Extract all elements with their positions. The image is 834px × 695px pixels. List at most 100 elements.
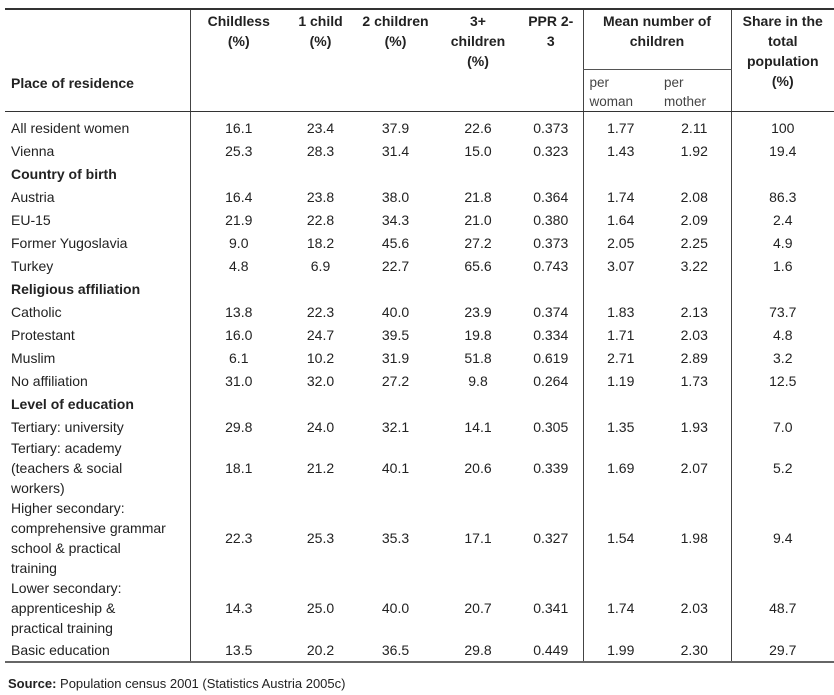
cell-childless: 22.3 [189,498,287,578]
cell-per-mother: 2.25 [680,234,708,251]
cell-per-mother: 2.89 [680,349,708,366]
empty-cell [437,277,519,300]
cell-two-children: 37.9 [381,119,410,136]
cell-share: 3.2 [730,346,834,369]
cell-per-mother: 1.92 [680,142,708,159]
row-label: Lower secondary: apprenticeship & practi… [11,580,122,636]
row-label: Higher secondary: comprehensive grammar … [11,500,166,576]
cell-share: 48.7 [730,578,834,638]
empty-cell [658,392,731,415]
header-childless: Childless (%) [189,9,287,112]
cell-per-mother: 1.93 [680,418,708,435]
empty-cell [658,277,731,300]
cell-share: 9.4 [730,498,834,578]
cell-per-woman: 1.64 [582,208,658,231]
empty-cell [437,392,519,415]
cell-two-children: 32.1 [381,418,410,435]
fertility-table: Place of residence Childless (%) 1 child… [5,8,834,663]
fertility-table-container: Place of residence Childless (%) 1 child… [5,0,834,663]
empty-cell [658,162,731,185]
cell-share: 5.2 [730,438,834,498]
cell-three-plus: 21.0 [464,211,492,228]
cell-ppr: 0.305 [533,418,569,435]
table-row: Catholic 13.8 22.3 40.0 23.9 0.374 1.83 2.13 73.… [5,300,834,323]
cell-share: 100 [730,111,834,139]
row-label: Austria [11,188,55,205]
table-row: Muslim 6.1 10.2 31.9 51.8 0.619 2.71 2.89 3.2 [5,346,834,369]
cell-childless: 29.8 [189,415,287,438]
cell-three-plus: 51.8 [464,349,492,366]
table-row: Tertiary: academy (teachers & social wor… [5,438,834,498]
row-label: Vienna [11,142,55,159]
row-label: EU-15 [11,211,51,228]
header-share-total-population: Share in the total population (%) [730,9,834,112]
cell-two-children: 27.2 [381,372,410,389]
cell-three-plus: 23.9 [464,303,492,320]
empty-cell [730,162,834,185]
cell-ppr: 0.327 [533,530,569,546]
section-row: Level of education [5,392,834,415]
cell-one-child: 18.2 [306,234,335,251]
row-label: Former Yugoslavia [11,234,128,251]
header-two-children: 2 children (%) [354,9,437,112]
cell-childless: 25.3 [189,139,287,162]
cell-two-children: 35.3 [381,530,410,546]
empty-cell [287,392,354,415]
cell-per-woman: 1.54 [582,498,658,578]
cell-three-plus: 29.8 [464,641,492,658]
cell-one-child: 20.2 [306,641,335,658]
cell-childless: 4.8 [189,254,287,277]
cell-childless: 31.0 [189,369,287,392]
cell-per-mother: 1.98 [680,530,708,546]
empty-cell [287,277,354,300]
cell-per-mother: 2.30 [680,641,708,658]
table-body: All resident women 16.1 23.4 37.9 22.6 0.373 1… [5,111,834,662]
cell-per-mother: 1.73 [680,372,708,389]
cell-one-child: 24.7 [306,326,335,343]
cell-one-child: 28.3 [306,142,335,159]
empty-cell [519,392,583,415]
table-row: Protestant 16.0 24.7 39.5 19.8 0.334 1.71 2.03 4… [5,323,834,346]
row-label: Catholic [11,303,62,320]
empty-cell [582,392,658,415]
cell-per-woman: 1.71 [582,323,658,346]
cell-per-woman: 1.43 [582,139,658,162]
section-heading: Religious affiliation [11,280,141,297]
cell-one-child: 25.0 [306,600,335,616]
cell-per-woman: 1.69 [582,438,658,498]
cell-one-child: 32.0 [306,372,335,389]
source-note: Source: Population census 2001 (Statisti… [8,675,834,693]
cell-two-children: 39.5 [381,326,410,343]
cell-two-children: 34.3 [381,211,410,228]
empty-cell [354,162,437,185]
cell-per-woman: 2.71 [582,346,658,369]
cell-per-mother: 2.07 [680,460,708,476]
empty-cell [519,162,583,185]
cell-one-child: 23.4 [306,119,335,136]
table-row: EU-15 21.9 22.8 34.3 21.0 0.380 1.64 2.09 2.4 [5,208,834,231]
header-mean-number-of-children: Mean number of children [582,9,731,70]
cell-per-woman: 1.99 [582,638,658,662]
empty-cell [582,162,658,185]
cell-three-plus: 21.8 [464,188,492,205]
cell-childless: 13.8 [189,300,287,323]
cell-ppr: 0.449 [533,641,569,658]
cell-two-children: 22.7 [381,257,410,274]
cell-childless: 18.1 [189,438,287,498]
cell-share: 2.4 [730,208,834,231]
cell-ppr: 0.264 [533,372,569,389]
table-row: Austria 16.4 23.8 38.0 21.8 0.364 1.74 2.08 86.3 [5,185,834,208]
cell-two-children: 40.1 [381,460,410,476]
cell-two-children: 36.5 [381,641,410,658]
table-row: Former Yugoslavia 9.0 18.2 45.6 27.2 0.373 2.0… [5,231,834,254]
cell-childless: 16.0 [189,323,287,346]
cell-two-children: 31.4 [381,142,410,159]
cell-three-plus: 9.8 [468,372,488,389]
cell-two-children: 45.6 [381,234,410,251]
header-per-mother: per mother [658,69,731,112]
cell-childless: 16.1 [189,111,287,139]
cell-ppr: 0.323 [533,142,569,159]
cell-per-mother: 2.13 [680,303,708,320]
cell-share: 12.5 [730,369,834,392]
table-row: Lower secondary: apprenticeship & practi… [5,578,834,638]
